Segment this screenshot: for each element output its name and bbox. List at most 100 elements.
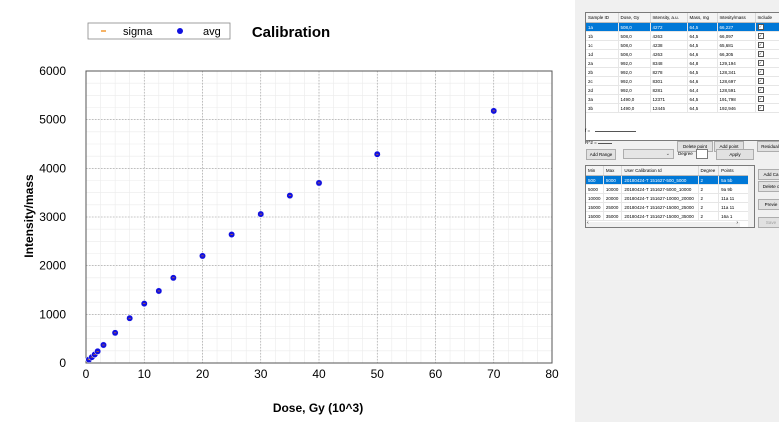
include-cell: ✓ (755, 58, 779, 68)
y-tick-label: 4000 (39, 161, 66, 175)
table-cell: 64,6 (687, 76, 718, 86)
horizontal-scrollbar[interactable]: ‹ › (586, 220, 740, 227)
vertical-scrollbar[interactable] (748, 166, 754, 227)
x-tick-label: 60 (429, 367, 443, 381)
table-cell: 2 (698, 193, 720, 203)
include-checkbox[interactable]: ✓ (757, 78, 764, 84)
column-header[interactable]: Intensity, a.u. (650, 13, 688, 23)
table-cell: 8301 (650, 76, 688, 86)
preview-button[interactable]: Previe (758, 199, 779, 210)
column-header[interactable]: Intesity/mass (717, 13, 756, 23)
table-row[interactable]: 500 5000 20180424-T 151627-500_5000 2 5a 5b (586, 175, 754, 185)
calibration-chart: 0 10 20 30 40 50 60 70 80 0 1000 2000 3000 4000 5000 60… (22, 22, 559, 415)
table-cell: 2 (698, 211, 720, 221)
calibration-chart-panel: 0 10 20 30 40 50 60 70 80 0 1000 2000 3000 4000 5000 60… (0, 0, 575, 422)
column-header[interactable]: Dose, Gy (618, 13, 651, 23)
include-checkbox[interactable]: ✓ (757, 51, 764, 57)
x-tick-label: 50 (371, 367, 385, 381)
table-cell: 1b (586, 31, 619, 41)
x-tick-label: 10 (138, 367, 152, 381)
table-cell: 64,5 (687, 103, 718, 113)
include-cell: ✓ (755, 67, 779, 77)
table-cell: 10000 (586, 193, 604, 203)
include-checkbox[interactable]: ✓ (757, 87, 764, 93)
table-cell: 64,5 (687, 67, 718, 77)
table-row[interactable]: 15000 25000 20180424-T 151627-15000_25000 2… (586, 202, 754, 212)
include-checkbox[interactable]: ✓ (757, 96, 764, 102)
include-checkbox[interactable]: ✓ (757, 33, 764, 39)
x-axis-label: Dose, Gy (10^3) (273, 401, 363, 415)
table-cell: 500 (586, 175, 604, 185)
table-cell: 65,681 (717, 40, 756, 50)
table-row[interactable]: 2c 992,0 8301 64,6 128,697 ✓ (586, 76, 779, 86)
table-cell: 20180424-T 151627-500_5000 (621, 175, 699, 185)
add-range-button[interactable]: Add Range (586, 149, 616, 160)
column-header[interactable]: Sample ID (586, 13, 619, 23)
table-row[interactable]: 1d 508,0 4263 64,6 66,305 ✓ (586, 49, 779, 59)
table-cell: 4263 (650, 49, 688, 59)
column-header[interactable]: Mass, mg (687, 13, 718, 23)
table-cell: 2 (698, 184, 720, 194)
x-tick-label: 80 (545, 367, 559, 381)
calibration-ranges-table[interactable]: Min Max User Calibration Id Degree Points 50… (585, 165, 755, 228)
residual-button[interactable]: Residual (757, 141, 779, 152)
table-cell: 64,5 (687, 31, 718, 41)
delete-calibration-button[interactable]: Delete c (758, 181, 779, 192)
include-cell: ✓ (755, 40, 779, 50)
table-row[interactable]: 10000 20000 20180424-T 151627-10000_20000 2… (586, 193, 754, 203)
include-checkbox[interactable]: ✓ (757, 69, 764, 75)
include-cell: ✓ (755, 76, 779, 86)
y-tick-label: 2000 (39, 259, 66, 273)
table-cell: 508,0 (618, 31, 651, 41)
table-row[interactable]: 2b 992,0 8278 64,5 128,341 ✓ (586, 67, 779, 77)
column-header[interactable]: Max (603, 166, 623, 176)
table-cell: 66,227 (717, 22, 756, 32)
r-squared-value (598, 143, 612, 144)
table-row[interactable]: 15000 35000 20180424-T 151627-15000_35000 2… (586, 211, 754, 221)
table-cell: 64,6 (687, 49, 718, 59)
table-cell: 2 (698, 202, 720, 212)
save-button[interactable]: Save (758, 217, 779, 228)
y-tick-label: 5000 (39, 113, 66, 127)
table-cell: 8278 (650, 67, 688, 77)
column-header[interactable]: Degree (698, 166, 720, 176)
table-cell: 508,0 (618, 22, 651, 32)
include-checkbox[interactable]: ✓ (757, 60, 764, 66)
include-checkbox[interactable]: ✓ (757, 42, 764, 48)
table-cell: 3a (586, 94, 619, 104)
table-cell: 10000 (603, 184, 623, 194)
x-tick-label: 70 (487, 367, 501, 381)
degree-input[interactable] (696, 149, 708, 159)
column-header[interactable]: User Calibration Id (621, 166, 699, 176)
add-calibration-button[interactable]: Add Ca (758, 169, 779, 180)
table-row[interactable]: 2d 992,0 8281 64,4 128,591 ✓ (586, 85, 779, 95)
table-row[interactable]: 2a 992,0 8348 64,8 129,194 ✓ (586, 58, 779, 68)
legend-avg-label: avg (203, 26, 221, 38)
table-row[interactable]: 3b 1490,0 12445 64,5 192,946 ✓ (586, 103, 779, 113)
legend-avg-swatch (177, 28, 183, 34)
table-row[interactable]: 1c 508,0 4238 64,5 65,681 ✓ (586, 40, 779, 50)
apply-button[interactable]: Apply (716, 149, 754, 160)
include-checkbox[interactable]: ✓ (757, 105, 764, 111)
include-cell: ✓ (755, 22, 779, 32)
x-tick-label: 30 (254, 367, 268, 381)
table-row[interactable]: 1b 508,0 4263 64,5 66,097 ✓ (586, 31, 779, 41)
delete-point-button[interactable]: Delete point (677, 141, 713, 152)
table-row[interactable]: 3a 1490,0 12371 64,5 191,798 ✓ (586, 94, 779, 104)
table-cell: 128,341 (717, 67, 756, 77)
column-header[interactable]: Include (755, 13, 779, 23)
table-cell: 5000 (586, 184, 604, 194)
table-cell: 128,591 (717, 85, 756, 95)
table-cell: 1a (586, 22, 619, 32)
table-row[interactable]: 1a 508,0 4272 64,5 66,227 ✓ (586, 22, 779, 32)
table-row[interactable]: 5000 10000 20180424-T 151627-5000_10000 2 9a… (586, 184, 754, 194)
table-cell: 64,4 (687, 85, 718, 95)
column-header[interactable]: Min (586, 166, 604, 176)
table-cell: 2c (586, 76, 619, 86)
table-cell: 508,0 (618, 49, 651, 59)
table-cell: 129,194 (717, 58, 756, 68)
samples-table[interactable]: Sample ID Dose, Gy Intensity, a.u. Mass, mg… (585, 12, 779, 141)
include-checkbox[interactable]: ✓ (757, 24, 764, 30)
table-cell: 64,5 (687, 40, 718, 50)
range-select[interactable]: ⌄ (623, 149, 674, 159)
